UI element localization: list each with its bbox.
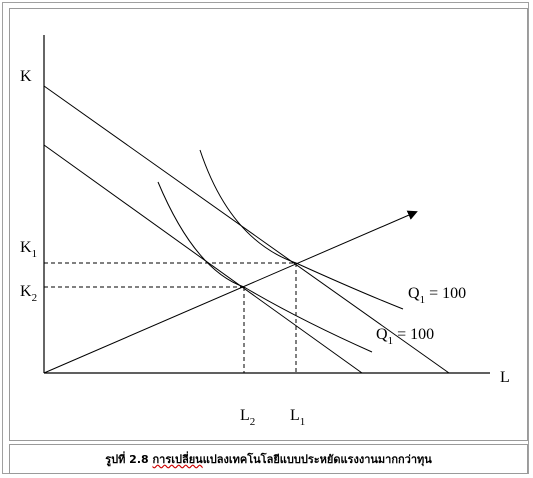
caption-box: รูปที่ 2.8 การเปลี่ยนแปลงเทคโนโลยีแบบประ… — [9, 444, 528, 474]
isoquant-upper — [199, 149, 404, 310]
k2-label: K2 — [20, 283, 37, 304]
figure-frame: รูปที่ 2.8 การเปลี่ยนแปลงเทคโนโลยีแบบประ… — [2, 2, 529, 474]
isoquant-lower — [157, 181, 373, 353]
caption-prefix: รูปที่ 2.8 — [105, 453, 153, 466]
isoquant-lower-q: Q — [376, 326, 388, 343]
isoquant-lower-sub: 1 — [388, 335, 394, 347]
x-axis-label: L — [500, 369, 510, 386]
caption-rest: แปลงเทคโนโลยีแบบประหยัดแรงงานมากกว่าทุน — [202, 453, 432, 466]
expansion-path-arrow — [43, 210, 418, 374]
isocost-line-outer — [43, 85, 450, 374]
diagram-panel — [9, 8, 528, 441]
l1-subscript: 1 — [300, 416, 306, 428]
isocost-line-inner — [43, 144, 363, 374]
isoquant-lower-label: Q1 = 100 — [376, 326, 434, 347]
k2-letter: K — [20, 283, 32, 300]
l2-subscript: 2 — [250, 416, 256, 428]
k1-subscript: 1 — [32, 248, 38, 260]
isoquant-lower-value: = 100 — [393, 326, 434, 343]
figure-caption: รูปที่ 2.8 การเปลี่ยนแปลงเทคโนโลยีแบบประ… — [105, 450, 432, 468]
l2-letter: L — [240, 407, 250, 424]
caption-underlined: การเปลี่ยน — [152, 453, 203, 466]
l1-label: L1 — [290, 407, 305, 428]
y-axis-label: K — [20, 68, 32, 85]
isoquant-upper-q: Q — [408, 285, 420, 302]
isoquant-upper-value: = 100 — [425, 285, 466, 302]
k2-subscript: 2 — [32, 292, 38, 304]
k1-label: K1 — [20, 239, 37, 260]
l1-letter: L — [290, 407, 300, 424]
k1-letter: K — [20, 239, 32, 256]
isoquant-upper-label: Q1 = 100 — [408, 285, 466, 306]
l2-label: L2 — [240, 407, 255, 428]
isoquant-upper-sub: 1 — [420, 294, 426, 306]
